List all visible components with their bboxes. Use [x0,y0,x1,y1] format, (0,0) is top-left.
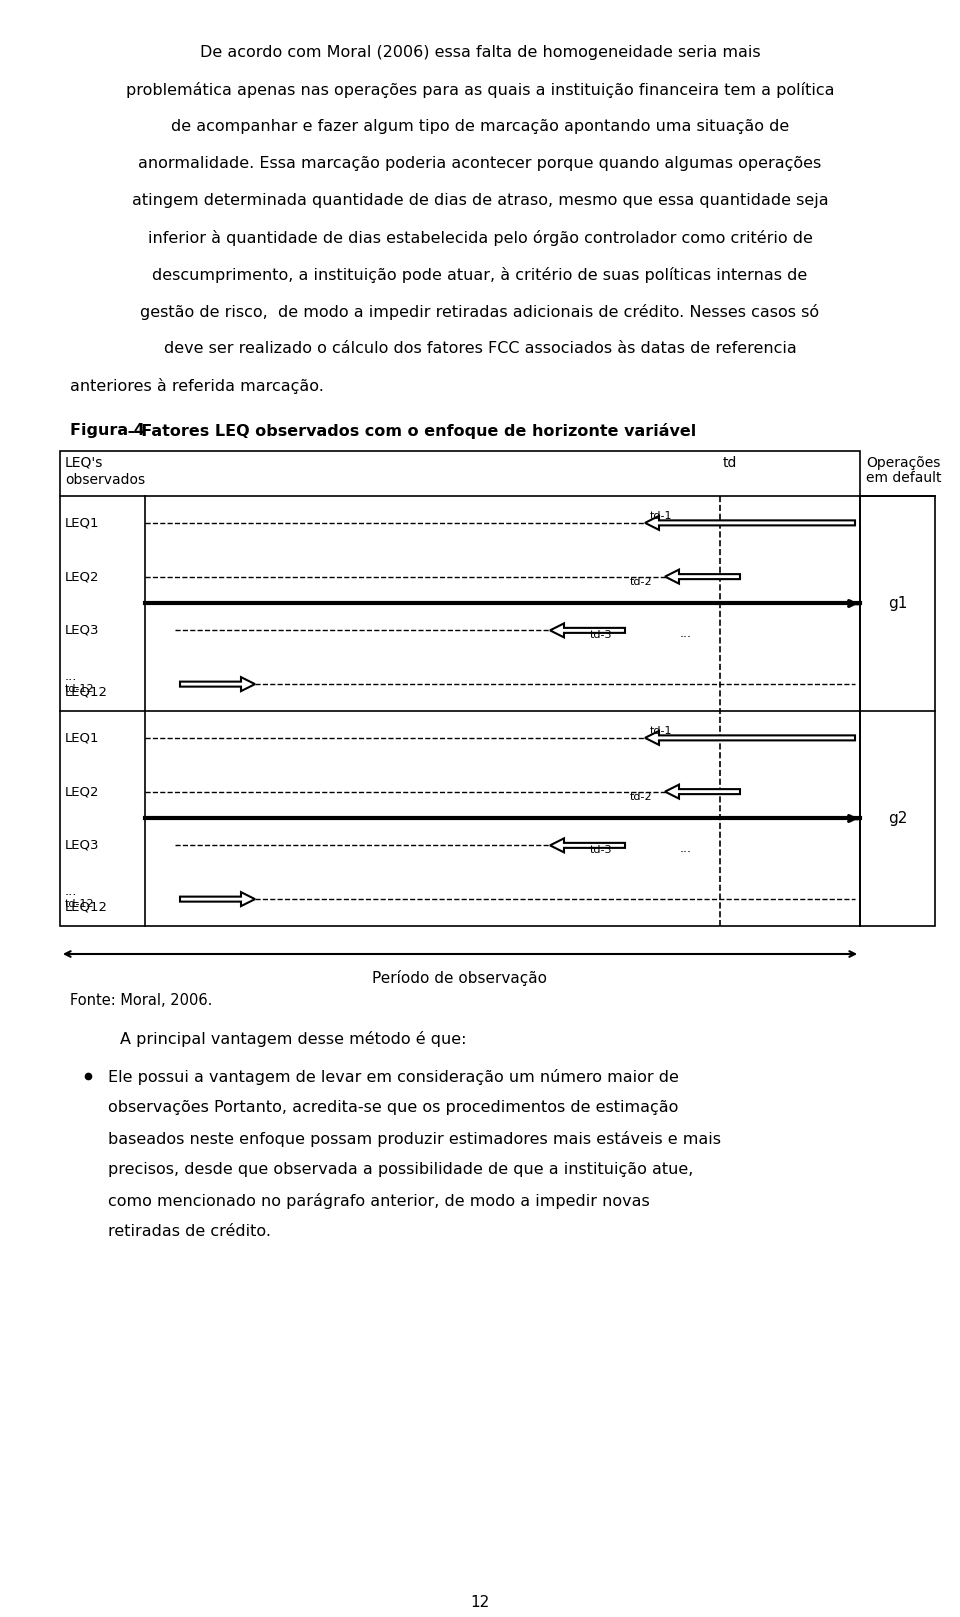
Text: Figura 4: Figura 4 [70,424,145,438]
Text: g1: g1 [888,597,907,611]
Bar [60,451,860,927]
Text: td-3: td-3 [590,846,612,855]
Text: atingem determinada quantidade de dias de atraso, mesmo que essa quantidade seja: atingem determinada quantidade de dias d… [132,192,828,209]
Polygon shape [180,678,255,690]
Text: td-12: td-12 [65,899,95,909]
Polygon shape [645,731,855,745]
Text: Fonte: Moral, 2006.: Fonte: Moral, 2006. [70,993,212,1007]
Text: anormalidade. Essa marcação poderia acontecer porque quando algumas operações: anormalidade. Essa marcação poderia acon… [138,155,822,171]
Text: anteriores à referida marcação.: anteriores à referida marcação. [70,378,324,395]
Text: em default: em default [866,471,942,485]
Text: LEQ3: LEQ3 [65,624,100,637]
Text: g2: g2 [888,812,907,826]
Text: td-2: td-2 [630,792,653,802]
Text: retiradas de crédito.: retiradas de crédito. [108,1224,271,1239]
Text: ...
LEQ12: ... LEQ12 [65,884,108,914]
Text: LEQ2: LEQ2 [65,571,100,584]
Text: LEQ's: LEQ's [65,456,104,471]
Text: – Fatores LEQ observados com o enfoque de horizonte variável: – Fatores LEQ observados com o enfoque d… [122,424,696,438]
Text: LEQ3: LEQ3 [65,839,100,852]
Text: descumprimento, a instituição pode atuar, à critério de suas políticas internas : descumprimento, a instituição pode atuar… [153,267,807,283]
Text: td-2: td-2 [630,577,653,587]
Text: inferior à quantidade de dias estabelecida pelo órgão controlador como critério : inferior à quantidade de dias estabeleci… [148,230,812,246]
Text: Operações: Operações [866,456,941,471]
Text: td-12: td-12 [65,684,95,694]
Text: observações Portanto, acredita-se que os procedimentos de estimação: observações Portanto, acredita-se que os… [108,1100,679,1116]
Text: de acompanhar e fazer algum tipo de marcação apontando uma situação de: de acompanhar e fazer algum tipo de marc… [171,120,789,134]
Text: Período de observação: Período de observação [372,970,547,986]
Text: td-1: td-1 [650,511,673,521]
Text: LEQ1: LEQ1 [65,731,100,744]
Polygon shape [665,784,740,799]
Text: problemática apenas nas operações para as quais a instituição financeira tem a p: problemática apenas nas operações para a… [126,82,834,99]
Text: 12: 12 [470,1594,490,1611]
Bar [860,496,935,927]
Text: td: td [723,456,737,471]
Text: baseados neste enfoque possam produzir estimadores mais estáveis e mais: baseados neste enfoque possam produzir e… [108,1130,721,1146]
Text: ...: ... [680,842,692,855]
Polygon shape [550,838,625,852]
Text: ...
LEQ12: ... LEQ12 [65,669,108,699]
Text: como mencionado no parágrafo anterior, de modo a impedir novas: como mencionado no parágrafo anterior, d… [108,1193,650,1210]
Text: Ele possui a vantagem de levar em consideração um número maior de: Ele possui a vantagem de levar em consid… [108,1069,679,1085]
Text: td-1: td-1 [650,726,673,736]
Polygon shape [645,516,855,530]
Text: LEQ2: LEQ2 [65,786,100,799]
Text: observados: observados [65,474,145,487]
Text: A principal vantagem desse método é que:: A principal vantagem desse método é que: [120,1032,467,1046]
Text: td-3: td-3 [590,631,612,640]
Polygon shape [180,893,255,906]
Polygon shape [550,624,625,637]
Text: ...: ... [680,627,692,640]
Text: precisos, desde que observada a possibilidade de que a instituição atue,: precisos, desde que observada a possibil… [108,1163,693,1177]
Text: LEQ1: LEQ1 [65,516,100,529]
Text: gestão de risco,  de modo a impedir retiradas adicionais de crédito. Nesses caso: gestão de risco, de modo a impedir retir… [140,304,820,320]
Polygon shape [665,569,740,584]
Text: De acordo com Moral (2006) essa falta de homogeneidade seria mais: De acordo com Moral (2006) essa falta de… [200,45,760,60]
Text: deve ser realizado o cálculo dos fatores FCC associados às datas de referencia: deve ser realizado o cálculo dos fatores… [163,341,797,356]
